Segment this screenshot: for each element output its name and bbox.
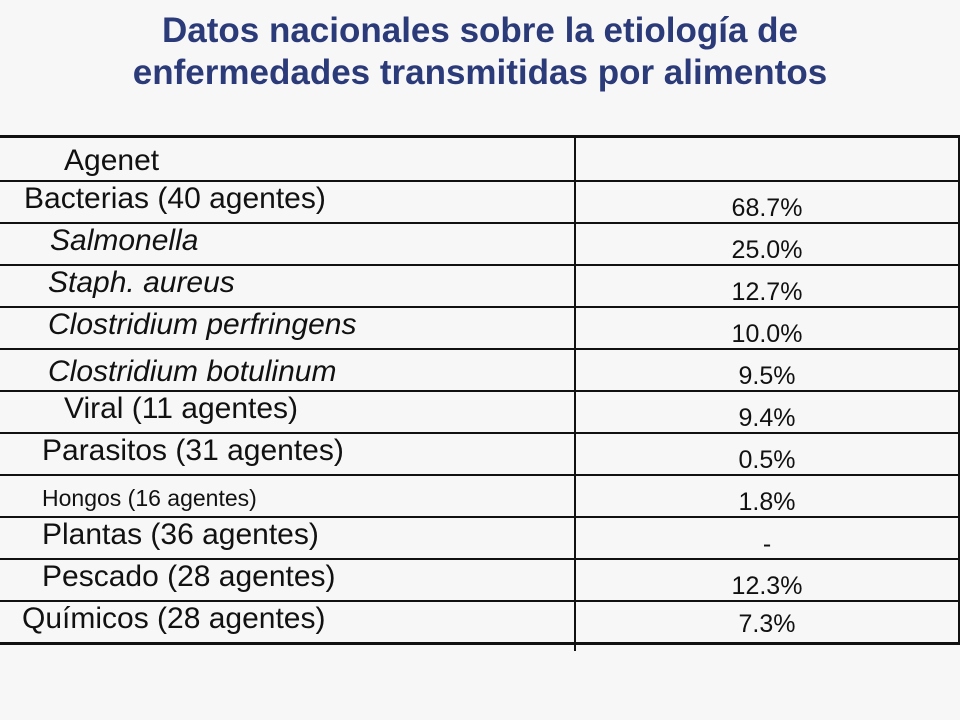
table-row: Bacterias (40 agentes) 68.7% xyxy=(0,182,958,224)
row-label: Clostridium botulinum xyxy=(48,355,337,388)
row-value: 9.4% xyxy=(738,403,796,432)
title-line-2: enfermedades transmitidas por alimentos xyxy=(132,53,828,92)
table-row: Clostridium botulinum 9.5% xyxy=(0,350,958,392)
column-divider xyxy=(574,135,576,651)
row-label: Salmonella xyxy=(50,224,199,257)
table-row: Salmonella 25.0% xyxy=(0,224,958,266)
row-value: 10.0% xyxy=(731,319,803,348)
table-header-row: Agenet xyxy=(0,138,958,182)
row-label: Hongos (16 agentes) xyxy=(42,484,257,511)
title-line-1: Datos nacionales sobre la etiología de xyxy=(161,11,798,50)
etiology-table: Agenet Bacterias (40 agentes) 68.7% Salm… xyxy=(0,135,960,645)
row-label: Pescado (28 agentes) xyxy=(42,560,336,593)
row-label: Clostridium perfringens xyxy=(48,308,357,341)
table-row: Químicos (28 agentes) 7.3% xyxy=(0,602,958,642)
row-value: 7.3% xyxy=(738,609,796,638)
row-value: 12.7% xyxy=(731,277,803,306)
table-row: Plantas (36 agentes) - xyxy=(0,518,958,560)
row-label: Químicos (28 agentes) xyxy=(22,602,326,635)
page-title: Datos nacionales sobre la etiología de e… xyxy=(0,10,960,94)
row-value: 68.7% xyxy=(731,193,803,222)
table-row: Staph. aureus 12.7% xyxy=(0,266,958,308)
table-row: Viral (11 agentes) 9.4% xyxy=(0,392,958,434)
row-value: 0.5% xyxy=(738,445,796,474)
table-row: Parasitos (31 agentes) 0.5% xyxy=(0,434,958,476)
row-value: - xyxy=(762,529,772,558)
header-label: Agenet xyxy=(64,144,160,177)
header-value xyxy=(576,144,958,186)
row-label: Parasitos (31 agentes) xyxy=(42,434,344,467)
row-label: Staph. aureus xyxy=(48,266,235,299)
row-value: 12.3% xyxy=(731,571,803,600)
table-row: Hongos (16 agentes) 1.8% xyxy=(0,476,958,518)
table-row: Clostridium perfringens 10.0% xyxy=(0,308,958,350)
row-label: Viral (11 agentes) xyxy=(64,392,299,425)
row-value: 1.8% xyxy=(738,487,796,516)
row-label: Plantas (36 agentes) xyxy=(42,518,319,551)
row-label: Bacterias (40 agentes) xyxy=(24,182,326,215)
row-value: 9.5% xyxy=(738,361,796,390)
table-row: Pescado (28 agentes) 12.3% xyxy=(0,560,958,602)
row-value: 25.0% xyxy=(731,235,803,264)
